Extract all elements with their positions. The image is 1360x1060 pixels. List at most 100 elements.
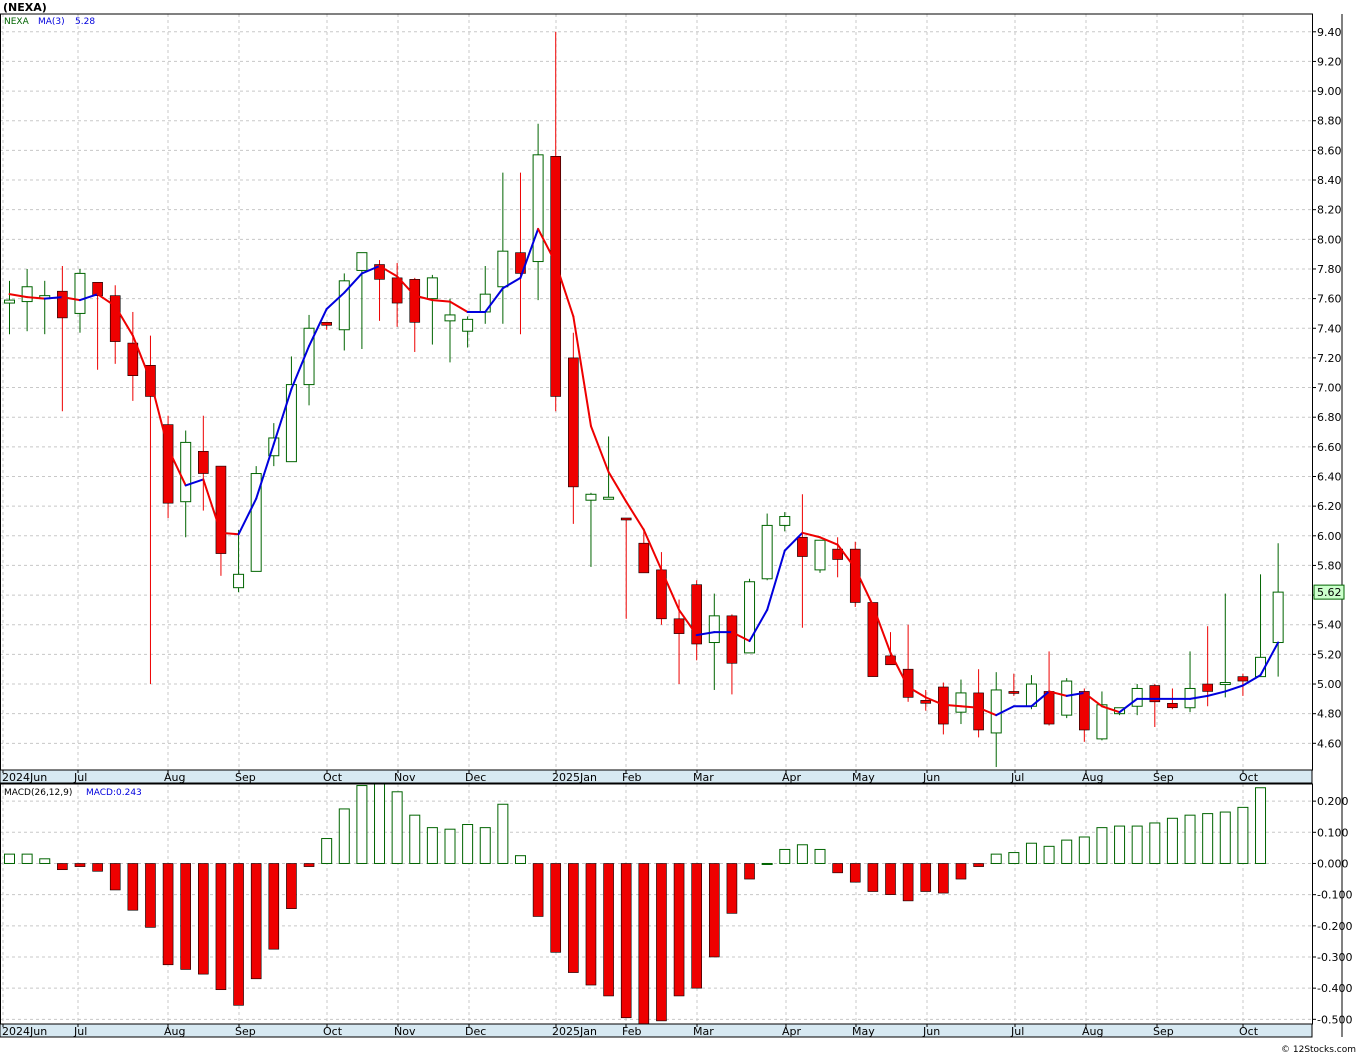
ma-segment [114, 305, 134, 337]
ma-segment [554, 262, 575, 318]
macd-bar-negative [268, 863, 280, 950]
month-label: 2024Jun [2, 1025, 47, 1038]
candle-body-down [867, 602, 879, 677]
macd-bar-positive [814, 848, 826, 864]
month-label: Feb [622, 771, 641, 784]
macd-bar-positive [1149, 822, 1161, 864]
month-label: Aug [1082, 1025, 1103, 1038]
ma-segment [43, 296, 64, 300]
candle-body-up [74, 272, 86, 314]
ma-segment [642, 528, 663, 571]
macd-bar-negative [162, 863, 174, 966]
ma-segment [219, 531, 240, 536]
ma-segment [801, 531, 822, 539]
candle-body-down [57, 290, 68, 319]
candle-body-down [409, 279, 421, 323]
ma-segment [501, 276, 522, 290]
macd-tick-label: -0.100 [1317, 889, 1352, 902]
price-tick-label: 7.00 [1317, 382, 1342, 395]
ma-segment [184, 478, 205, 487]
month-label: Oct [1239, 771, 1259, 784]
macd-bar-negative [938, 863, 949, 894]
month-label: Aug [164, 1025, 185, 1038]
ma-segment [131, 334, 152, 382]
ma-segment [589, 425, 610, 474]
macd-bar-negative [832, 863, 843, 874]
ma-segment [889, 651, 910, 688]
ma-segment [449, 300, 469, 313]
price-tick-label: 8.80 [1317, 115, 1342, 128]
month-label: Jul [73, 1025, 87, 1038]
ma-segment [8, 293, 29, 299]
price-tick-label: 5.80 [1317, 559, 1342, 572]
month-label: Jul [1010, 771, 1024, 784]
moving-average-line [8, 227, 1280, 717]
candle-body-up [1219, 682, 1231, 686]
candle-body-down [1237, 676, 1249, 682]
price-tick-label: 9.40 [1317, 26, 1342, 39]
macd-bar-positive [514, 855, 526, 864]
candle-body-down [321, 322, 332, 326]
macd-bar-positive [497, 803, 509, 864]
ma-segment [959, 705, 980, 709]
price-tick-label: 7.20 [1317, 352, 1342, 365]
candle-body-up [479, 293, 491, 313]
macd-bar-negative [867, 863, 879, 892]
macd-bar-positive [1008, 852, 1020, 864]
ma-segment [625, 500, 645, 531]
candle-body-up [708, 615, 720, 644]
macd-panel-frame [0, 783, 1313, 1025]
macd-bar-negative [744, 863, 755, 880]
macd-bar-negative [215, 863, 227, 991]
month-label: Feb [622, 1025, 641, 1038]
candle-body-down [1149, 685, 1161, 703]
price-panel-frame [0, 13, 1313, 771]
candle-body-down [902, 668, 914, 698]
macd-bar-negative [568, 863, 579, 973]
ma-segment [871, 604, 892, 654]
price-tick-label: 7.60 [1317, 293, 1342, 306]
month-label: Jun [922, 771, 940, 784]
candle-body-down [726, 615, 738, 664]
macd-bar-negative [74, 863, 86, 867]
macd-tick-label: -0.500 [1317, 1013, 1352, 1026]
macd-time-axis [0, 1023, 1313, 1038]
macd-bar-negative [198, 863, 209, 975]
price-tick-label: 4.80 [1317, 708, 1342, 721]
price-tick-label: 6.80 [1317, 411, 1342, 424]
macd-bar-positive [1184, 814, 1196, 864]
ma-segment [290, 345, 311, 391]
ma-segment [360, 265, 381, 275]
ma-segment [396, 275, 416, 297]
month-label: Sep [1153, 1025, 1174, 1038]
ma-segment [1189, 694, 1209, 700]
ma-segment [924, 696, 945, 706]
ma-segment [995, 705, 1015, 717]
macd-bar-positive [426, 827, 438, 864]
panel-frames: 2024Jun Jul Aug Sep Oct Nov Dec 2025Jan Feb Mar Ap… [0, 13, 1343, 1038]
macd-bar-negative [109, 863, 121, 891]
ma-segment [413, 294, 434, 302]
macd-tick-label: 0.000 [1317, 857, 1349, 870]
candle-body-up [990, 689, 1002, 734]
price-time-axis [0, 769, 1313, 784]
macd-bar-negative [620, 863, 632, 1019]
ma-segment [431, 299, 451, 303]
macd-bar-positive [1096, 827, 1108, 864]
macd-bar-positive [779, 848, 791, 864]
price-tick-label: 6.40 [1317, 470, 1342, 483]
candle-body-up [532, 154, 544, 263]
price-tick-label: 9.00 [1317, 85, 1342, 98]
candle-body-up [955, 692, 967, 713]
candle-body-up [497, 250, 509, 288]
legend-macd-label: MACD(26,12,9) [4, 788, 72, 798]
ma-segment [202, 478, 222, 534]
month-label: 2025Jan [552, 771, 597, 784]
candle-body-down [92, 282, 103, 296]
legend-ma-value: 5.28 [75, 17, 95, 27]
month-label: Dec [465, 1025, 486, 1038]
macd-bar-positive [374, 783, 386, 864]
ma-segment [78, 293, 99, 302]
macd-bar-negative [902, 863, 914, 902]
ma-segment [783, 531, 804, 552]
